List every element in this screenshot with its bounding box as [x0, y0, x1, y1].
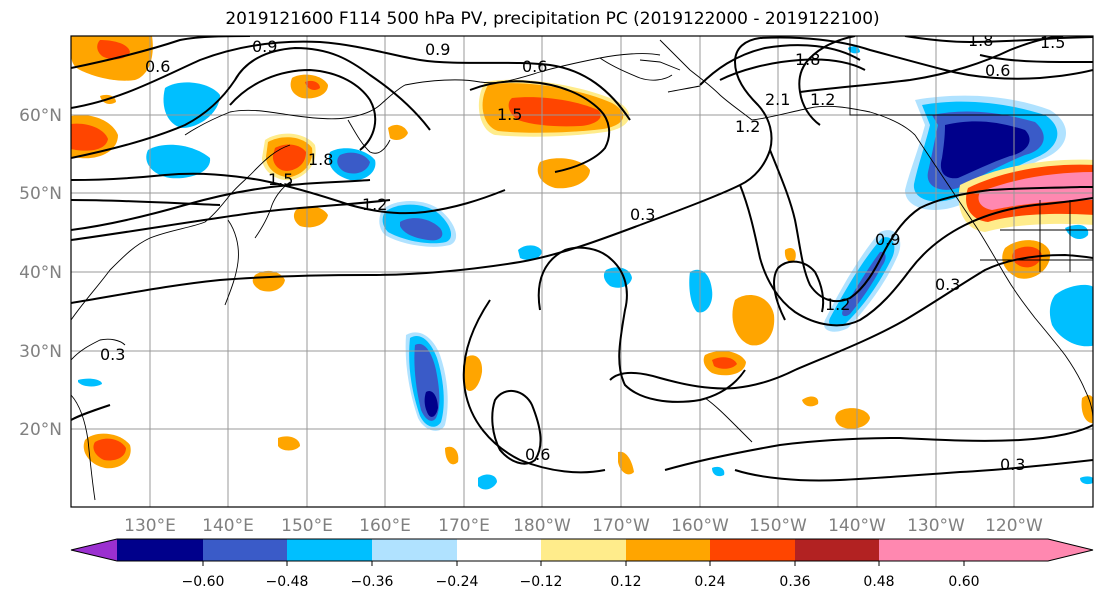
contour-label: 0.6: [985, 61, 1010, 80]
latitude-label: 50°N: [19, 184, 62, 204]
longitude-label: 150°E: [281, 516, 333, 536]
contour-labels: 0.6 0.9 0.9 0.6 1.5 1.5 1.8 1.2 0.3 0.3 …: [100, 31, 1065, 474]
colorbar-tick-label: 0.36: [779, 574, 810, 590]
contour-label: 0.6: [145, 57, 170, 76]
contour-label: 1.5: [268, 170, 293, 189]
colorbar-segment: [457, 539, 541, 561]
map-frame: [70, 35, 1094, 508]
latitude-label: 60°N: [19, 106, 62, 126]
contour-label: 1.2: [362, 195, 387, 214]
contour-label: 1.5: [497, 105, 522, 124]
longitude-label: 160°E: [359, 516, 411, 536]
contour-label: 0.6: [525, 445, 550, 464]
colorbar-segment: [117, 539, 203, 561]
contour-label: 0.9: [425, 40, 450, 59]
latitude-labels: 60°N 50°N 40°N 30°N 20°N: [19, 106, 62, 440]
longitude-label: 130°W: [907, 516, 965, 536]
contour-label: 1.5: [1040, 33, 1065, 52]
graticule: [71, 36, 1093, 507]
longitude-label: 140°E: [202, 516, 254, 536]
colorbar-tick-label: 0.60: [948, 574, 979, 590]
contour-label: 2.1: [765, 90, 790, 109]
longitude-label: 130°E: [124, 516, 176, 536]
map-content: 0.6 0.9 0.9 0.6 1.5 1.5 1.8 1.2 0.3 0.3 …: [71, 31, 1093, 507]
colorbar: −0.60 −0.48 −0.36 −0.24 −0.12 0.12 0.24 …: [70, 538, 1094, 590]
contour-label: 0.9: [875, 230, 900, 249]
longitude-label: 160°W: [671, 516, 729, 536]
colorbar-segment: [372, 539, 457, 561]
latitude-label: 20°N: [19, 420, 62, 440]
longitude-label: 150°W: [749, 516, 807, 536]
colorbar-segment: [626, 539, 710, 561]
contour-label: 0.3: [100, 345, 125, 364]
colorbar-outline: [70, 538, 1094, 562]
contour-label: 1.2: [825, 295, 850, 314]
latitude-label: 30°N: [19, 342, 62, 362]
contour-label: 0.6: [522, 57, 547, 76]
contour-label: 1.8: [308, 150, 333, 169]
plot-title: 2019121600 F114 500 hPa PV, precipitatio…: [225, 9, 880, 29]
colorbar-extend-min: [71, 539, 117, 561]
longitude-label: 170°E: [438, 516, 490, 536]
precip-shading: [71, 36, 1093, 490]
colorbar-tick-label: 0.24: [694, 574, 725, 590]
colorbar-segment: [795, 539, 879, 561]
colorbar-tick-label: −0.36: [351, 574, 394, 590]
colorbar-tick-label: −0.60: [182, 574, 225, 590]
coastlines: [71, 36, 1093, 501]
longitude-labels: 130°E 140°E 150°E 160°E 170°E 180°W 170°…: [124, 516, 1043, 536]
colorbar-segment: [541, 539, 626, 561]
longitude-label: 120°W: [985, 516, 1043, 536]
colorbar-tick-label: 0.48: [863, 574, 894, 590]
contour-label: 1.8: [968, 31, 993, 50]
pv-contours: [71, 36, 1093, 482]
longitude-label: 140°W: [828, 516, 886, 536]
longitude-label: 170°W: [592, 516, 650, 536]
colorbar-tick-label: −0.48: [266, 574, 309, 590]
contour-label: 1.8: [795, 50, 820, 69]
colorbar-segment: [287, 539, 372, 561]
contour-label: 0.3: [935, 275, 960, 294]
contour-label: 1.2: [735, 117, 760, 136]
longitude-label: 180°W: [513, 516, 571, 536]
colorbar-segment: [710, 539, 795, 561]
contour-label: 0.9: [252, 37, 277, 56]
colorbar-tick-label: 0.12: [610, 574, 641, 590]
contour-label: 0.3: [630, 205, 655, 224]
colorbar-segment: [203, 539, 287, 561]
contour-label: 0.3: [1000, 455, 1025, 474]
latitude-label: 40°N: [19, 263, 62, 283]
contour-label: 1.2: [810, 90, 835, 109]
colorbar-extend-max: [879, 539, 1093, 561]
colorbar-tick-label: −0.12: [520, 574, 563, 590]
colorbar-tick-label: −0.24: [436, 574, 479, 590]
